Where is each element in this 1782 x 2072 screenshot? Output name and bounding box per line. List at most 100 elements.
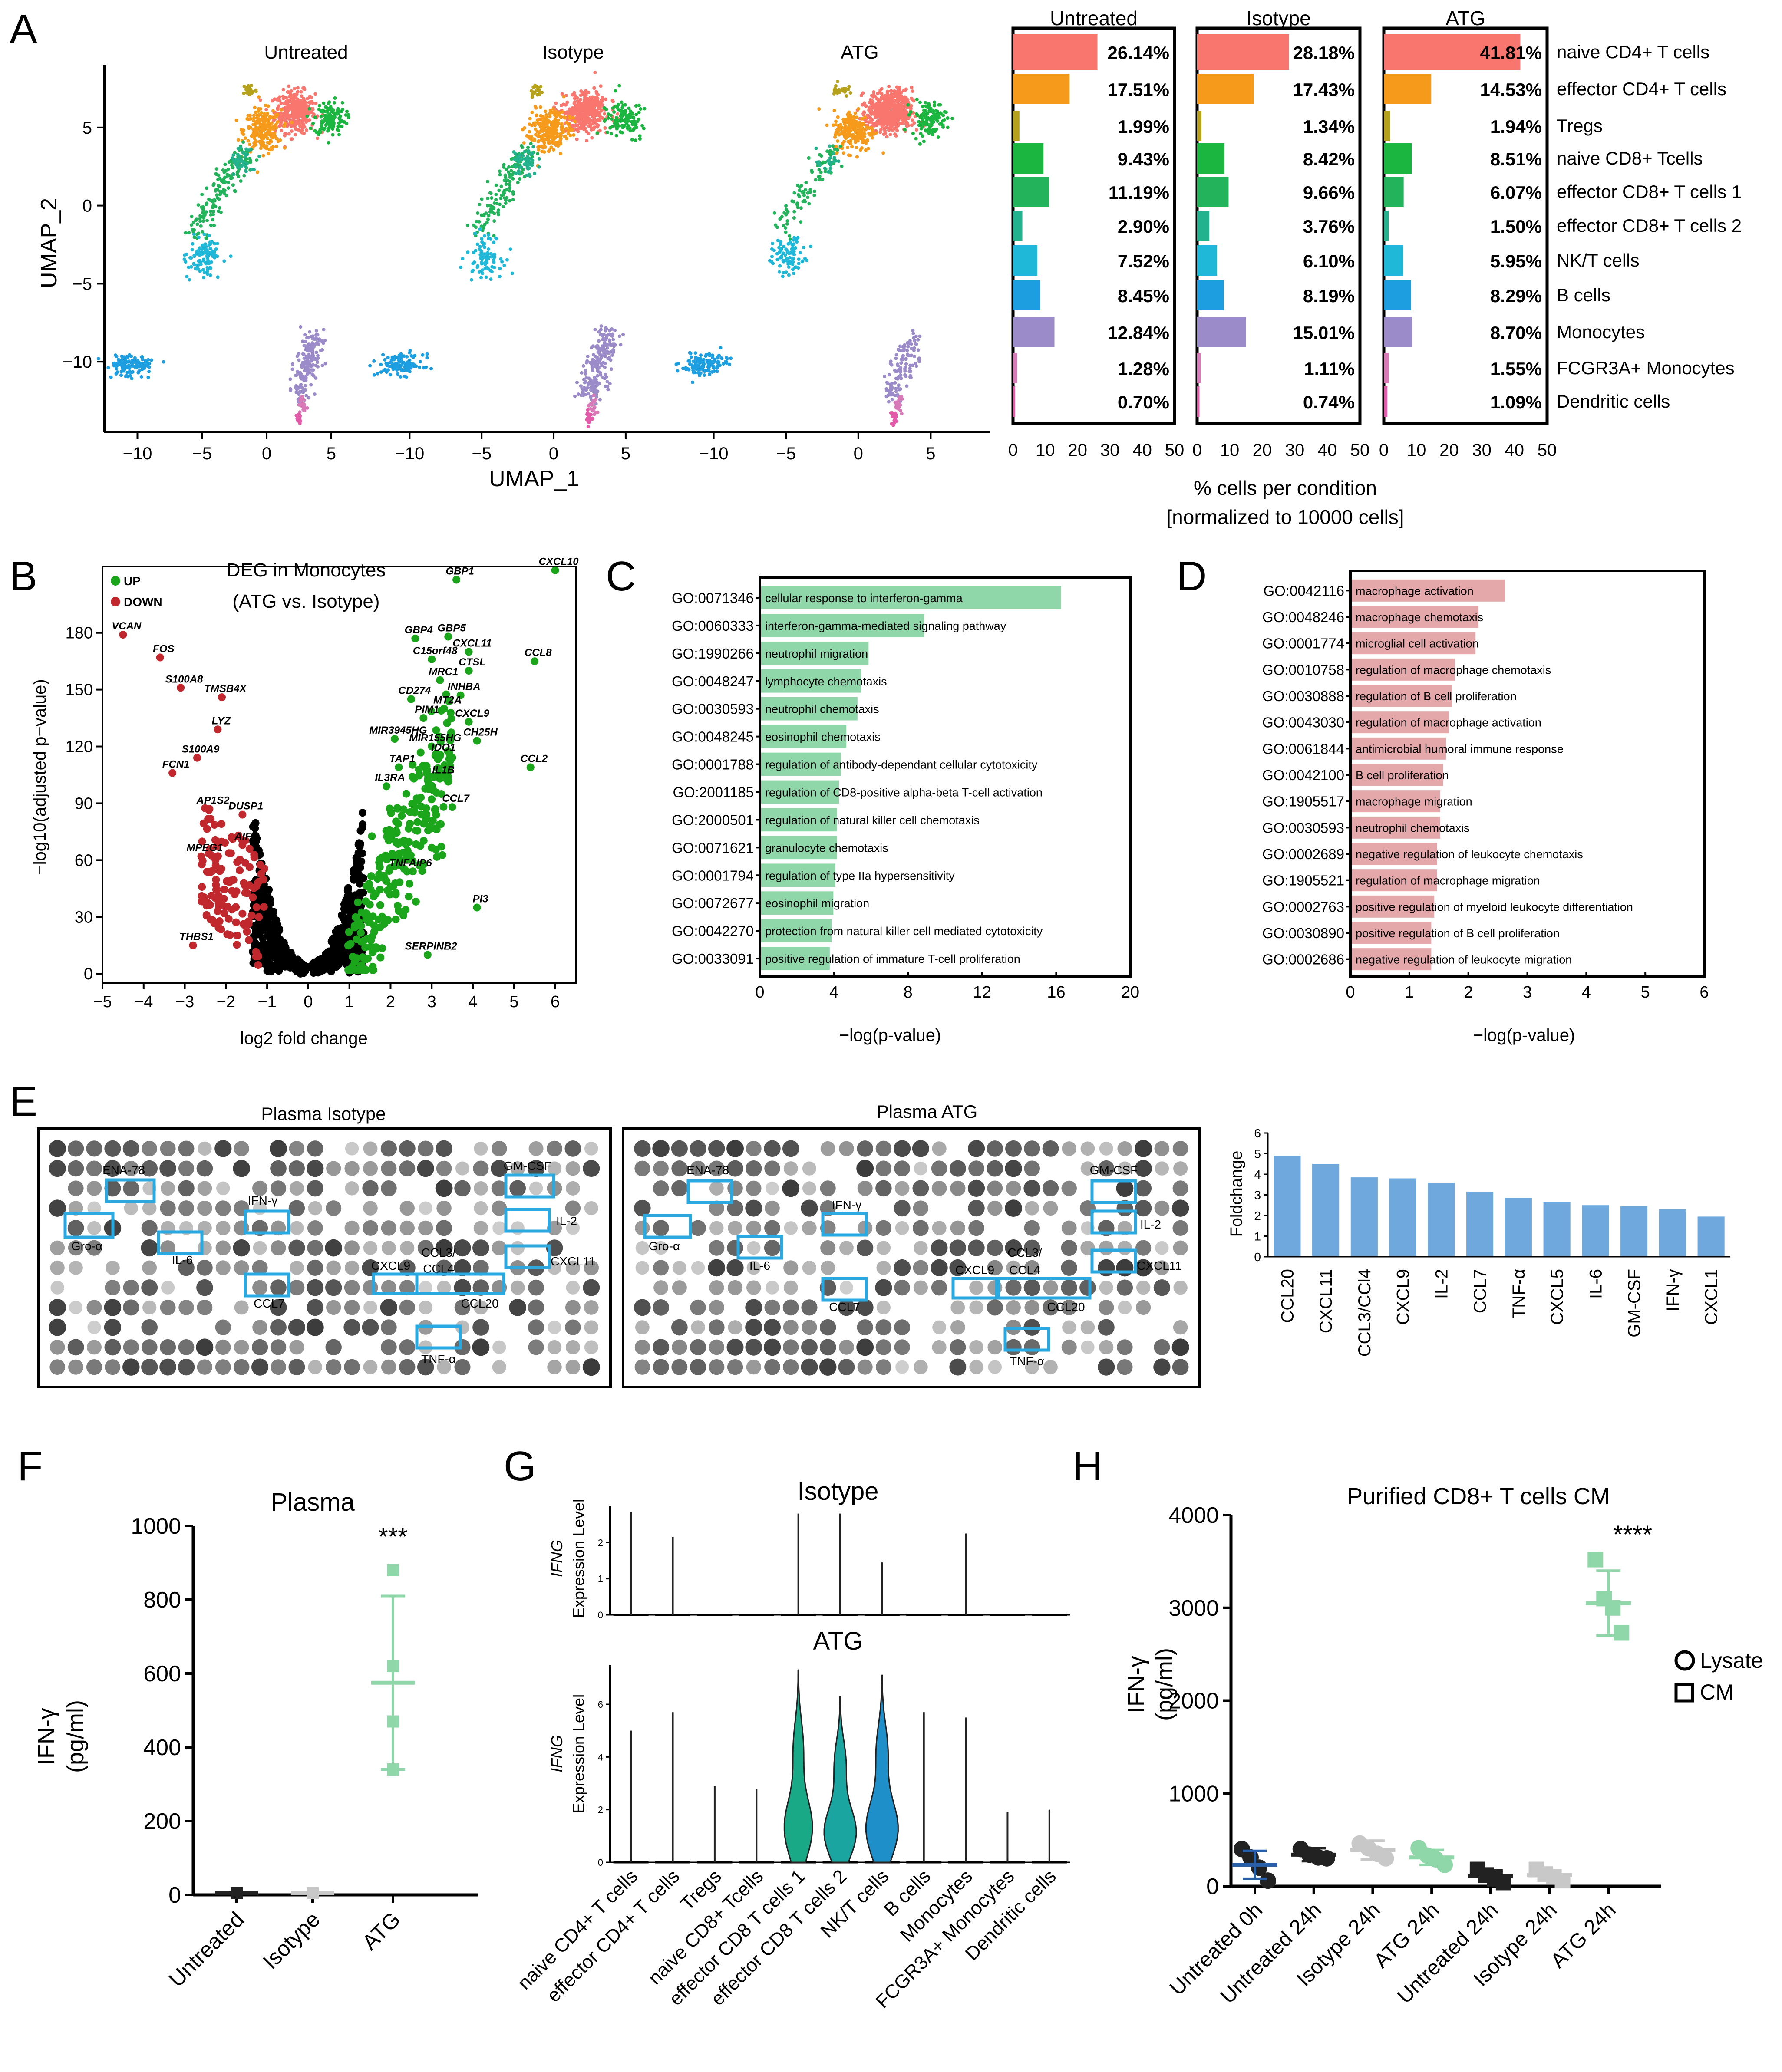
array-spot — [1006, 1260, 1021, 1275]
array-callout-label: CXCL11 — [1137, 1259, 1182, 1272]
array-spot — [529, 1181, 543, 1196]
umap-cluster-9 — [893, 395, 904, 415]
array-spot — [1043, 1201, 1058, 1216]
array-spot — [802, 1181, 816, 1196]
array-spot — [782, 1299, 799, 1316]
volcano-gene-label-up: GBP1 — [446, 566, 474, 577]
array-spot — [821, 1260, 835, 1275]
array-spot — [50, 1240, 65, 1255]
array-spot — [875, 1359, 891, 1375]
array-spot — [746, 1180, 762, 1196]
composition-untreated: Untreated 26.14% 17.51% 1.99% 9.43% 11.19% 2.9… — [1008, 7, 1184, 460]
array-spot — [1024, 1160, 1040, 1176]
foldchange-category-label: CXCL5 — [1548, 1269, 1567, 1325]
plasma-y-tick-label: 800 — [143, 1588, 181, 1613]
legend-down-label: DOWN — [124, 595, 162, 609]
array-spot — [142, 1260, 157, 1275]
cd8-legend: Lysate CM — [1674, 1648, 1763, 1704]
composition-bar — [1197, 74, 1254, 104]
foldchange-bar — [1312, 1164, 1340, 1257]
array-spot — [783, 1359, 799, 1375]
composition-value-label: 28.18% — [1293, 43, 1355, 63]
array-spot — [564, 1140, 581, 1157]
composition-value-label: 15.01% — [1293, 323, 1355, 343]
array-spot — [1061, 1339, 1077, 1355]
array-spot — [987, 1299, 1003, 1316]
umap-x-tick-label: −10 — [699, 444, 729, 463]
go-term-label: positive regulation of B cell proliferat… — [1356, 927, 1560, 940]
volcano-gene-labels: GBP1 CXCL10 GBP4 GBP5 CXCL11 CCL8 C15orf48CTSL… — [112, 556, 579, 952]
foldchange-bar — [1697, 1216, 1725, 1257]
volcano-y-tick-label: 0 — [84, 965, 93, 983]
array-callout-label: IFN-γ — [248, 1194, 277, 1207]
umap-cluster-2 — [529, 83, 544, 99]
array-spot — [987, 1140, 1003, 1157]
array-spot — [159, 1358, 177, 1376]
volcano-gene-label-up: SERPINB2 — [405, 941, 458, 952]
go-term-id: GO:0001788 — [672, 757, 754, 773]
volcano-y-tick-label: 90 — [75, 794, 93, 813]
array-spot — [528, 1279, 544, 1296]
array-spot — [764, 1140, 781, 1157]
go-x-tick-label: 0 — [755, 983, 764, 1001]
panel-letter-h: H — [1072, 1443, 1102, 1489]
umap-x-tick-label: −5 — [192, 444, 212, 463]
array-callout-box — [736, 1235, 783, 1260]
array-spot — [745, 1319, 762, 1336]
array-spot — [690, 1299, 706, 1315]
array-spot — [875, 1319, 892, 1336]
array-spot — [399, 1259, 416, 1276]
array-spot — [857, 1359, 873, 1375]
array-spot — [509, 1299, 526, 1316]
plasma-y-label-2: (pg/ml) — [63, 1700, 89, 1773]
array-spot — [894, 1279, 910, 1296]
array-spot — [1099, 1300, 1114, 1315]
composition-value-label: 1.11% — [1304, 359, 1355, 379]
foldchange-bar — [1620, 1206, 1648, 1257]
go-term-id: GO:0030890 — [1262, 925, 1344, 941]
composition-x-label-1: % cells per condition — [1194, 477, 1377, 499]
array-spot — [875, 1180, 892, 1197]
composition-value-label: 6.07% — [1490, 182, 1542, 203]
volcano-gene-label-up: MT2A — [433, 694, 462, 706]
array-spot — [326, 1300, 341, 1315]
go-bar — [1352, 790, 1440, 813]
array-spot — [381, 1160, 397, 1176]
array-spot — [399, 1339, 416, 1355]
violin-atg-y-tick-label: 0 — [598, 1857, 603, 1868]
go-term-id: GO:0071346 — [672, 590, 754, 606]
composition-atg: ATG 41.81% 14.53% 1.94% 8.51% 6.07% 1.50% 5.95%… — [1379, 7, 1557, 460]
go-term-label: negative regulation of leukocyte chemota… — [1356, 848, 1583, 861]
array-spot — [87, 1201, 101, 1215]
array-spot — [969, 1360, 983, 1374]
array-spot — [474, 1300, 488, 1315]
composition-bar — [1197, 34, 1289, 70]
go-term-label: neutrophil chemotaxis — [765, 703, 879, 716]
violin-isotype-y-tick-label: 1 — [598, 1574, 603, 1584]
array-spot — [1025, 1360, 1039, 1374]
array-spot — [726, 1140, 744, 1157]
array-spot — [819, 1339, 836, 1356]
array-spot — [87, 1321, 101, 1334]
volcano-gene-label-up: CXCL11 — [452, 637, 492, 649]
array-spot — [894, 1181, 910, 1196]
array-spot — [344, 1260, 360, 1275]
go-x-tick-label: 0 — [1346, 983, 1355, 1001]
go-term-label: macrophage chemotaxis — [1356, 611, 1483, 624]
composition-cell-type-label: naive CD8+ Tcells — [1557, 148, 1703, 168]
composition-value-label: 8.45% — [1118, 286, 1169, 306]
go-term-label: eosinophil chemotaxis — [765, 731, 881, 744]
array-spot — [344, 1220, 360, 1235]
array-spot — [764, 1299, 780, 1315]
array-spot — [709, 1160, 725, 1176]
composition-value-label: 7.52% — [1118, 251, 1169, 271]
panel-letter-d: D — [1177, 553, 1207, 600]
array-spot — [547, 1161, 562, 1176]
array-spot — [196, 1279, 213, 1296]
composition-value-label: 9.66% — [1303, 182, 1355, 203]
plasma-y-tick-label: 1000 — [131, 1514, 181, 1539]
foldchange-y-label: Foldchange — [1228, 1151, 1246, 1237]
umap-cluster-4 — [772, 144, 844, 241]
array-spot — [565, 1200, 581, 1216]
array-spot — [288, 1160, 305, 1177]
